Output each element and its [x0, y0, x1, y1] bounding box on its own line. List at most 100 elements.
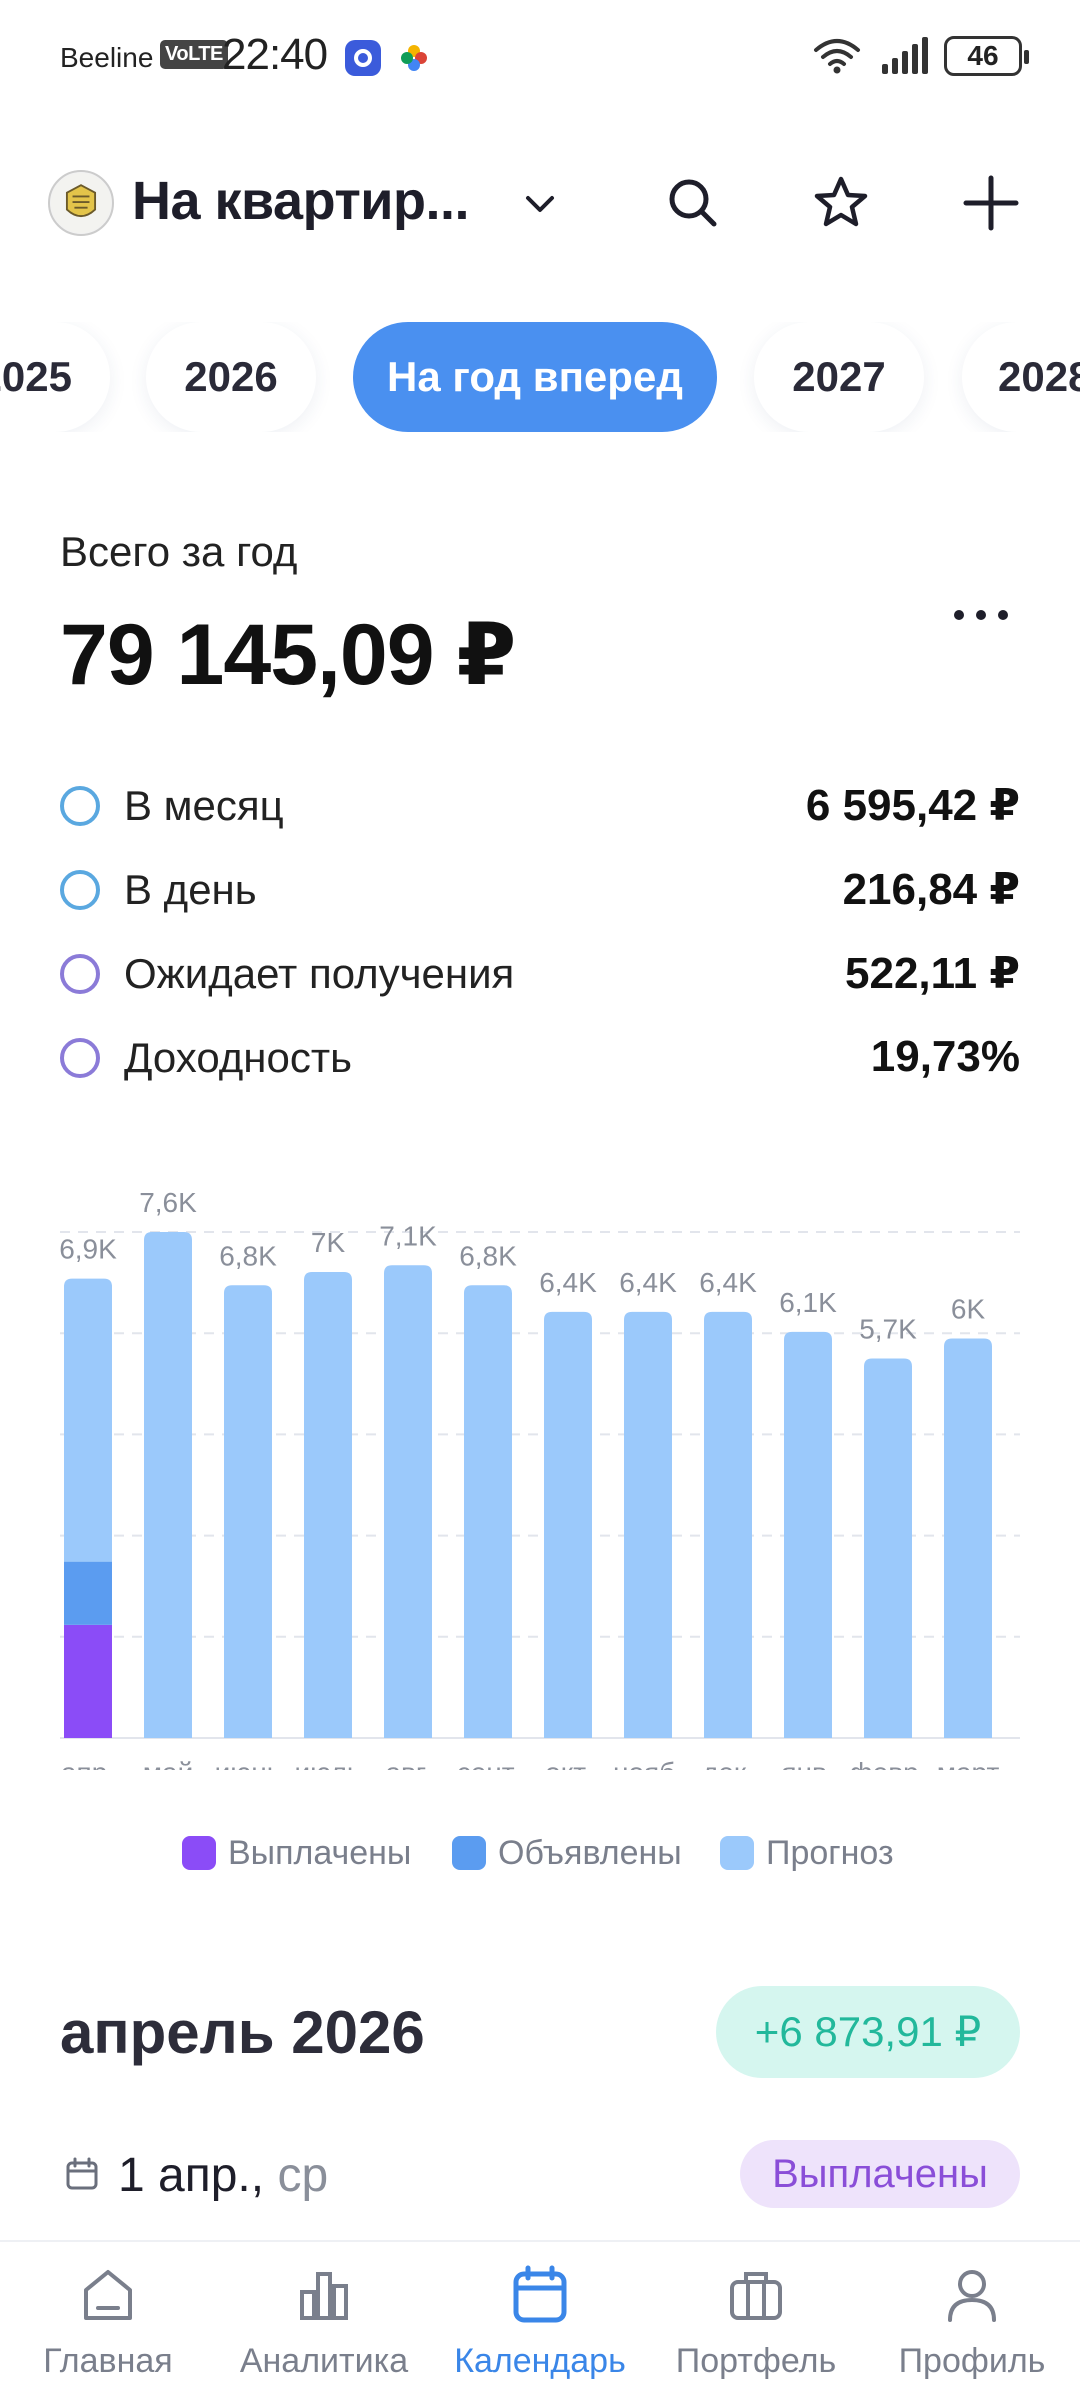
legend-label: Прогноз — [766, 1833, 894, 1872]
metric-value: 522,11 ₽ — [845, 949, 1020, 998]
chart-svg: 6,9K апр. 7,6K май 6,8K июнь 7K июль 7,1K авг. 6,8… — [59, 1187, 1020, 1770]
metric-label: В месяц — [124, 782, 284, 829]
nav-item-profile[interactable]: Профиль — [864, 2242, 1080, 2388]
more-icon[interactable] — [948, 600, 1014, 630]
bar-forecast[interactable] — [944, 1338, 992, 1738]
briefcase-icon — [730, 2272, 782, 2320]
tab-2027[interactable]: 2027 — [754, 322, 924, 432]
bar-forecast[interactable] — [384, 1265, 432, 1738]
bar-data-label: 6,4K — [619, 1267, 677, 1298]
battery-indicator: 46 — [944, 36, 1029, 76]
profile-icon — [948, 2270, 996, 2322]
year-tabs: 2025 2026 На год вперед 2027 2028 — [0, 322, 1080, 432]
portfolio-title[interactable]: На квартир... — [132, 171, 470, 231]
day-weekday: ср — [277, 2149, 329, 2202]
nav-label: Главная — [43, 2342, 173, 2380]
tab-2025[interactable]: 2025 — [0, 322, 110, 432]
signal-icon — [882, 37, 928, 74]
metric-value: 6 595,42 ₽ — [805, 781, 1020, 830]
search-icon[interactable] — [660, 170, 726, 236]
portfolio-logo-icon[interactable] — [48, 170, 114, 236]
metric-label: В день — [124, 866, 257, 913]
bar-data-label: 6,1K — [779, 1287, 837, 1318]
x-tick-label: сент. — [457, 1757, 520, 1770]
nav-item-analytics[interactable]: Аналитика — [216, 2242, 432, 2388]
x-tick-label: май — [143, 1757, 193, 1770]
bar-forecast[interactable] — [704, 1311, 752, 1738]
x-tick-label: окт. — [545, 1757, 591, 1770]
analytics-icon — [300, 2272, 348, 2320]
day-date-text: 1 апр., — [118, 2149, 265, 2202]
circle-icon — [60, 1038, 100, 1078]
photos-notification-icon — [401, 45, 427, 71]
metrics-list: В месяц 6 595,42 ₽ В день 216,84 ₽ Ожида… — [60, 772, 1020, 1108]
month-title: апрель 2026 — [60, 1999, 425, 2066]
bar-forecast[interactable] — [64, 1278, 112, 1562]
legend-label: Выплачены — [228, 1833, 412, 1872]
nav-item-portfolio[interactable]: Портфель — [648, 2242, 864, 2388]
nav-label: Портфель — [675, 2342, 837, 2380]
volte-badge: VoLTE — [160, 40, 228, 69]
metric-label: Доходность — [124, 1034, 352, 1081]
star-icon[interactable] — [808, 170, 874, 236]
home-icon — [84, 2270, 132, 2320]
nav-item-calendar[interactable]: Календарь — [432, 2242, 648, 2388]
bar-forecast[interactable] — [144, 1232, 192, 1738]
circle-icon — [60, 870, 100, 910]
status-bar: Beeline VoLTE 22:40 46 — [0, 0, 1080, 115]
summary-total: 79 145,09 ₽ — [60, 607, 516, 703]
x-tick-label: нояб. — [613, 1757, 683, 1770]
dividends-chart: 6,9K апр. 7,6K май 6,8K июнь 7K июль 7,1K авг. 6,8… — [0, 1170, 1080, 1770]
bar-forecast[interactable] — [864, 1358, 912, 1739]
bar-data-label: 7K — [311, 1227, 346, 1258]
header: На квартир... — [0, 150, 1080, 260]
x-tick-label: июль — [295, 1757, 362, 1770]
tab-year-ahead[interactable]: На год вперед — [353, 322, 717, 432]
metric-row-pending: Ожидает получения 522,11 ₽ — [60, 940, 1020, 1024]
bar-paid[interactable] — [64, 1624, 112, 1738]
chevron-down-icon[interactable] — [520, 184, 560, 224]
bar-forecast[interactable] — [624, 1311, 672, 1738]
status-badge: Выплачены — [740, 2140, 1020, 2208]
legend-label: Объявлены — [498, 1833, 682, 1872]
chart-legend: Выплачены Объявлены Прогноз — [0, 1828, 1080, 1878]
bar-data-label: 6,8K — [459, 1240, 517, 1271]
bar-declared[interactable] — [64, 1561, 112, 1625]
bar-forecast[interactable] — [224, 1285, 272, 1738]
plus-icon[interactable] — [958, 170, 1024, 236]
nav-label: Календарь — [454, 2342, 626, 2380]
bar-forecast[interactable] — [304, 1271, 352, 1738]
legend-item-forecast: Прогноз — [720, 1828, 894, 1878]
legend-swatch — [452, 1836, 486, 1870]
x-tick-label: март — [937, 1757, 1000, 1770]
nav-label: Аналитика — [239, 2342, 409, 2380]
day-date: 1 апр., ср — [118, 2148, 328, 2203]
wifi-icon — [814, 39, 860, 74]
summary-label: Всего за год — [60, 528, 298, 575]
bar-data-label: 7,1K — [379, 1220, 437, 1251]
day-row[interactable]: 1 апр., ср Выплачены — [60, 2140, 1020, 2210]
metric-value: 216,84 ₽ — [842, 865, 1020, 914]
tab-2026[interactable]: 2026 — [146, 322, 316, 432]
x-tick-label: апр. — [61, 1757, 115, 1770]
bar-data-label: 6,8K — [219, 1240, 277, 1271]
x-tick-label: янв. — [781, 1757, 834, 1770]
metric-value: 19,73% — [870, 1032, 1020, 1081]
tab-2028[interactable]: 2028 — [962, 322, 1080, 432]
bar-forecast[interactable] — [464, 1285, 512, 1738]
metric-row-day: В день 216,84 ₽ — [60, 856, 1020, 940]
bar-forecast[interactable] — [544, 1311, 592, 1738]
bar-data-label: 6,9K — [59, 1234, 117, 1265]
bar-data-label: 6,4K — [539, 1267, 597, 1298]
x-tick-label: февр. — [850, 1757, 927, 1770]
bar-forecast[interactable] — [784, 1331, 832, 1738]
x-tick-label: дек. — [702, 1757, 754, 1770]
circle-icon — [60, 786, 100, 826]
legend-swatch — [720, 1836, 754, 1870]
status-time: 22:40 — [222, 30, 328, 79]
nav-item-home[interactable]: Главная — [0, 2242, 216, 2388]
bar-data-label: 7,6K — [139, 1187, 197, 1218]
legend-item-declared: Объявлены — [452, 1828, 682, 1878]
bar-data-label: 6K — [951, 1294, 986, 1325]
month-total-badge: +6 873,91 ₽ — [716, 1986, 1020, 2078]
